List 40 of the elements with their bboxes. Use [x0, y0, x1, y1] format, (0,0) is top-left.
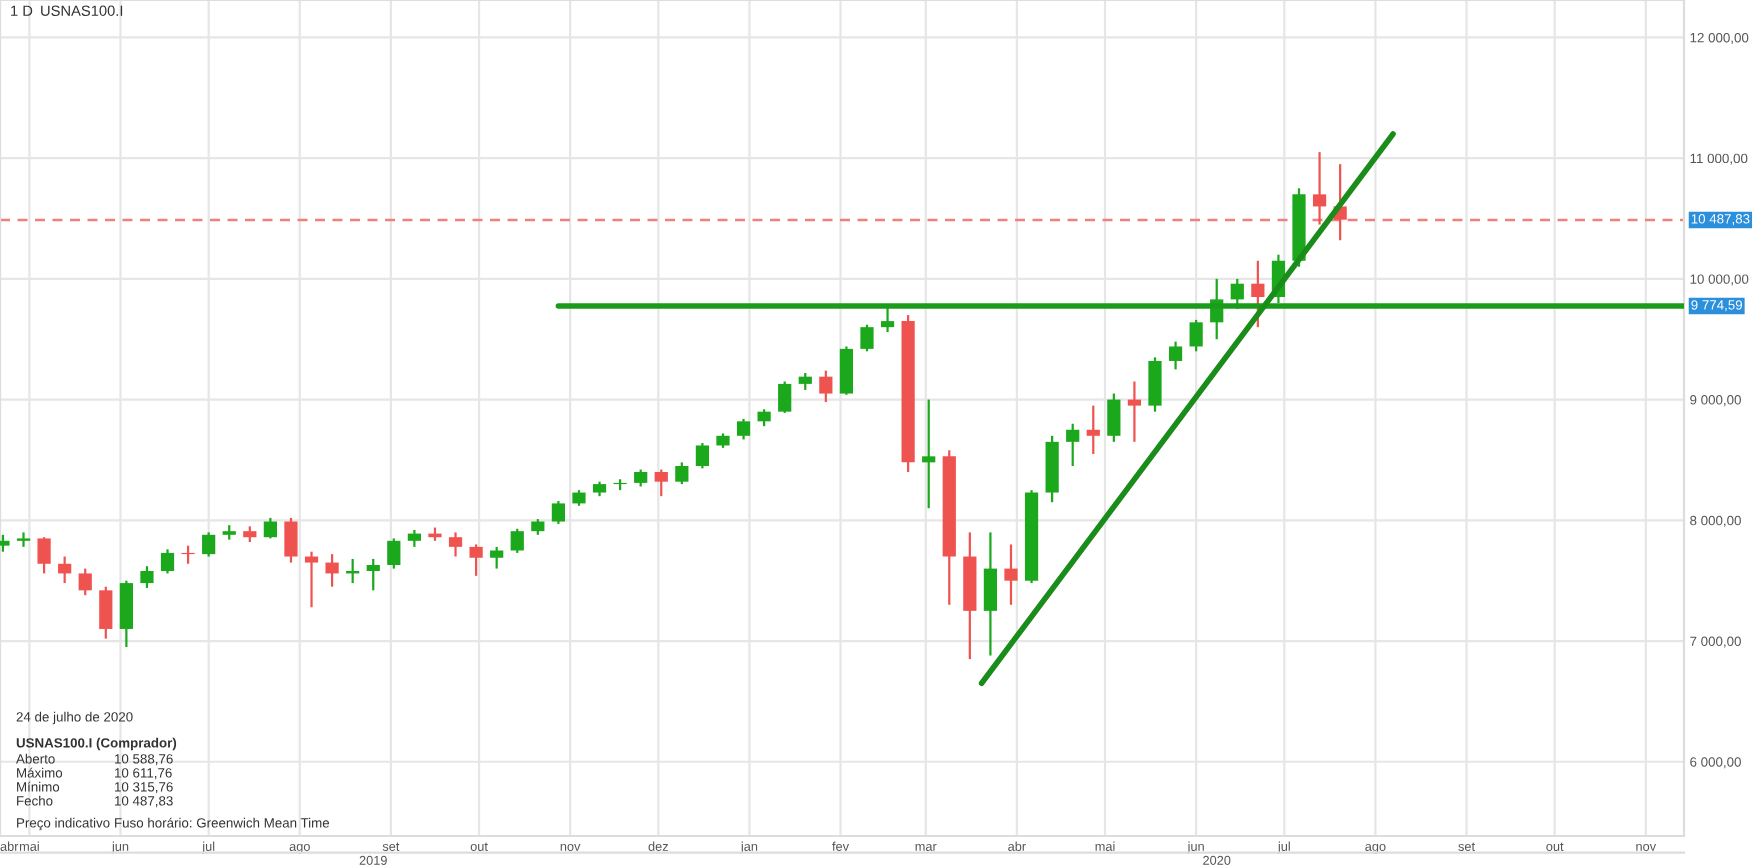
candlestick [78, 567, 92, 597]
candlestick [819, 369, 833, 404]
candlestick [675, 461, 689, 486]
candlestick [119, 579, 133, 649]
candlestick [1168, 340, 1183, 371]
candlestick [860, 323, 874, 353]
candlestick [654, 468, 668, 498]
candlestick [1148, 356, 1162, 413]
candlestick [140, 565, 154, 590]
candlestick [695, 441, 710, 470]
candlestick [510, 527, 524, 555]
candlestick [1107, 392, 1121, 443]
candlestick [983, 531, 998, 657]
candlestick [16, 531, 31, 548]
candlestick [922, 398, 936, 510]
candlestick [1251, 259, 1265, 329]
candlestick [1312, 151, 1327, 226]
candlestick [99, 585, 113, 640]
candlestick [490, 545, 504, 570]
candlestick [37, 536, 51, 575]
candlestick [1086, 404, 1100, 456]
candlestick [448, 531, 463, 558]
candlestick [551, 499, 566, 526]
candlestick [1004, 543, 1018, 606]
candlestick [160, 548, 175, 575]
candlestick [839, 345, 854, 396]
candlestick [284, 516, 298, 564]
candlestick [387, 537, 401, 570]
candlestick [366, 557, 380, 592]
candlestick [469, 543, 483, 577]
candlestick [1189, 318, 1203, 353]
candlestick [263, 516, 277, 540]
candlestick [304, 550, 319, 609]
candlestick [1066, 422, 1080, 468]
candlestick [58, 555, 72, 585]
candlestick [778, 380, 792, 414]
candlestick [202, 531, 216, 558]
candlestick [325, 553, 339, 588]
candlestick [1127, 380, 1142, 443]
candlestick [736, 417, 751, 441]
